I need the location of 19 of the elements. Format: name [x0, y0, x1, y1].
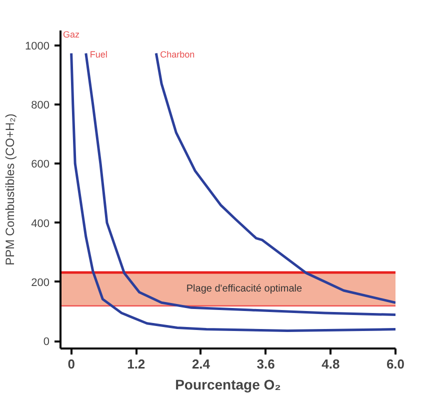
- y-tick-label: 200: [31, 276, 50, 289]
- x-tick-label: 4.8: [322, 356, 340, 372]
- y-tick-label: 1000: [25, 40, 50, 52]
- y-axis-title: PPM Combustibles (CO+H₂): [3, 114, 18, 266]
- line-series: [154, 52, 396, 304]
- y-tick-label: 600: [31, 158, 50, 171]
- y-tick-label: 0: [43, 336, 50, 348]
- y-tick-label: 800: [31, 99, 50, 112]
- x-tick-label: 2.4: [192, 356, 211, 372]
- x-tick-label: 0: [68, 356, 75, 372]
- x-tick-label: 6.0: [386, 356, 405, 372]
- x-axis-title: Pourcentage O₂: [175, 376, 281, 392]
- series-label: Fuel: [90, 49, 108, 60]
- band-label: Plage d'efficacité optimale: [186, 284, 302, 295]
- y-tick-label: 400: [31, 218, 50, 230]
- series-label: Gaz: [63, 29, 80, 40]
- x-tick-label: 1.2: [127, 356, 146, 372]
- x-tick-label: 3.6: [256, 356, 275, 372]
- series-label: Charbon: [160, 49, 195, 60]
